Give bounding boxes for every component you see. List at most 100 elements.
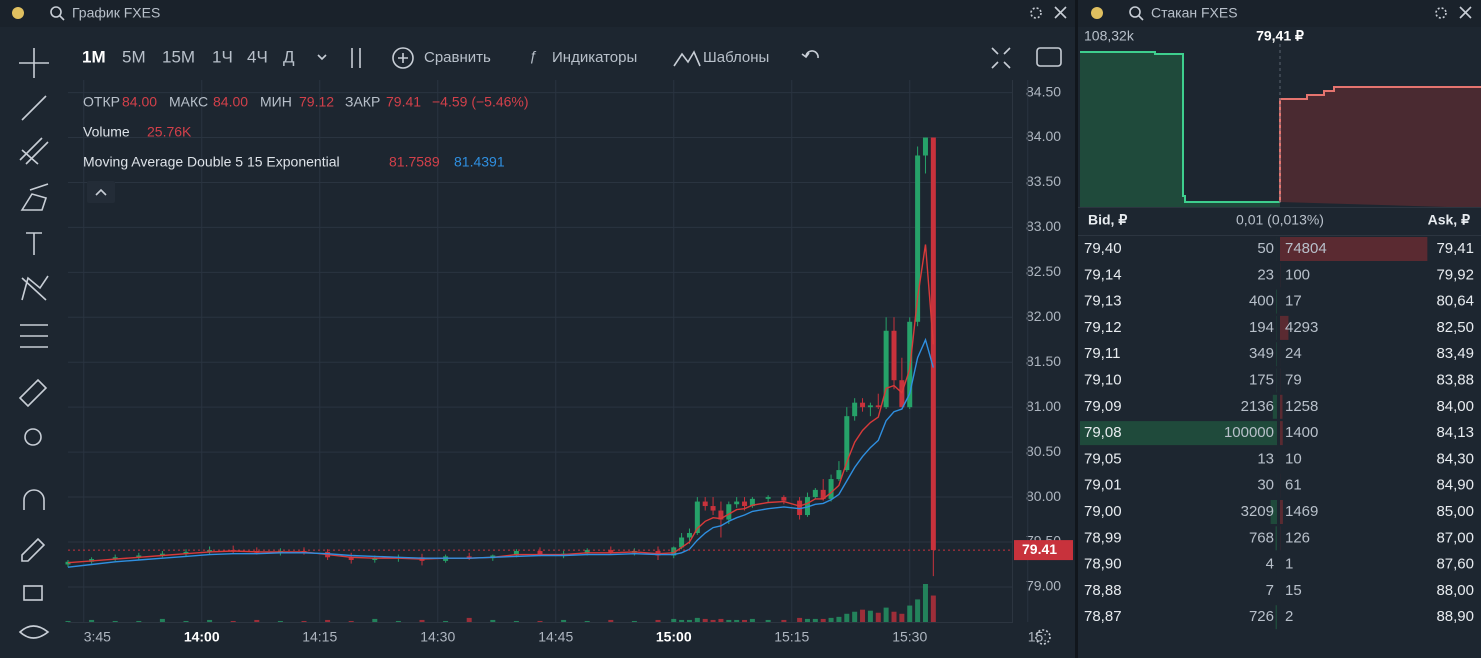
bid-size: 30 [1257, 477, 1274, 494]
toolbar-button[interactable]: Индикаторы [552, 49, 637, 66]
bid-depth-bar [1276, 289, 1277, 314]
dropdown-icon[interactable] [317, 54, 327, 61]
candle-body [726, 504, 732, 520]
volume-bar [419, 619, 425, 622]
close-icon[interactable] [1459, 6, 1472, 19]
legend-value: 25.76K [147, 124, 192, 140]
toolbar-button[interactable]: Сравнить [424, 49, 491, 66]
templates-icon[interactable] [673, 50, 701, 67]
ruler-tool[interactable] [18, 378, 48, 408]
candle-body [348, 557, 354, 560]
volume-bar [655, 619, 661, 622]
candle-body [65, 561, 71, 565]
crosshair-tool[interactable] [19, 48, 49, 78]
collapse-button[interactable] [87, 181, 115, 203]
candle-body [679, 537, 685, 548]
bid-size: 175 [1249, 371, 1274, 388]
volume-bar [207, 619, 213, 622]
pattern-tool[interactable] [21, 275, 49, 301]
link-dot[interactable] [1091, 7, 1103, 19]
depth-bid-area [1080, 52, 1280, 208]
candle-body [159, 553, 165, 556]
compare-icon[interactable] [392, 47, 414, 69]
legend-label: Moving Average Double 5 15 Exponential [83, 154, 340, 170]
volume-bar [325, 619, 331, 622]
volume-bar [466, 617, 472, 622]
lock-tool[interactable] [23, 585, 43, 601]
axis-settings[interactable] [1035, 629, 1051, 645]
line-tool[interactable] [21, 95, 47, 121]
link-dot[interactable] [12, 7, 24, 19]
search-icon[interactable] [1129, 6, 1141, 18]
forecast-tool[interactable] [20, 324, 48, 348]
fx-icon[interactable]: ƒ [529, 48, 537, 64]
zoom-tool[interactable] [24, 428, 42, 446]
screenshot-icon[interactable] [1036, 47, 1062, 67]
magnet-tool[interactable] [23, 489, 45, 510]
timeframe[interactable]: Д [283, 47, 295, 66]
y-tick-label: 80.00 [1026, 488, 1061, 504]
panel-title: Стакан FXES [1151, 5, 1238, 21]
volume-bar [537, 620, 543, 622]
eye-tool[interactable] [18, 625, 50, 639]
ask-price: 85,00 [1436, 503, 1474, 520]
x-tick-label: 15:00 [656, 629, 692, 645]
x-tick-label: 14:45 [538, 629, 573, 645]
ask-depth-bar [1280, 500, 1283, 524]
divider [1078, 235, 1481, 236]
volume-bar [671, 618, 677, 622]
chart-type-icon[interactable] [351, 48, 361, 68]
divider [1078, 207, 1481, 208]
ask-size: 2 [1285, 608, 1293, 625]
ask-size: 1 [1285, 556, 1293, 573]
ask-price: 84,00 [1436, 398, 1474, 415]
volume-bar [930, 595, 936, 622]
legend-value: 84.00 [122, 94, 157, 110]
search-icon[interactable] [50, 6, 62, 18]
brush-tool[interactable] [20, 183, 49, 211]
undo-icon[interactable] [801, 50, 819, 59]
candle-body [694, 501, 700, 534]
ask-header: Ask, ₽ [1428, 212, 1470, 228]
close-icon[interactable] [1054, 6, 1067, 19]
volume-bar [734, 619, 740, 622]
timeframe[interactable]: 1M [82, 47, 106, 66]
candle-body [836, 470, 842, 480]
candle-body [136, 555, 142, 558]
timeframe[interactable]: 4Ч [247, 47, 268, 66]
fib-tool[interactable] [19, 137, 49, 165]
text-tool[interactable] [26, 232, 42, 255]
y-tick-label: 82.00 [1026, 308, 1061, 324]
timeframe[interactable]: 5M [122, 47, 146, 66]
order-book: 79,40 50 74804 79,41 79,14 23 100 79,92 79,13 400… [1080, 237, 1474, 630]
legend-label: ОТКР [83, 94, 120, 110]
x-tick-label: 14:00 [184, 629, 220, 645]
spread: 0,01 (0,013%) [1236, 212, 1324, 228]
chart-panel [0, 0, 1075, 658]
lock-draw-tool[interactable] [21, 537, 46, 562]
candle-body [781, 497, 787, 501]
volume-bar [820, 618, 826, 622]
fullscreen-icon[interactable] [991, 47, 1011, 69]
overlay: 79.41 [67, 244, 1073, 568]
drawing-tools [18, 48, 50, 639]
bid-price: 78,99 [1084, 529, 1122, 546]
legend-label: МАКС [169, 94, 208, 110]
toolbar-button[interactable]: Шаблоны [703, 49, 769, 66]
volume-bar [899, 613, 905, 622]
depth-volume: 108,32k [1084, 28, 1135, 44]
ask-size: 4293 [1285, 319, 1318, 336]
settings-icon[interactable] [1030, 7, 1042, 19]
legend-label: МИН [260, 94, 292, 110]
bid-price: 79,14 [1084, 266, 1122, 283]
timeframe[interactable]: 15M [162, 47, 195, 66]
bid-price: 79,08 [1084, 424, 1122, 441]
candle-body [671, 547, 677, 556]
timeframe[interactable]: 1Ч [212, 47, 233, 66]
volume-bar [561, 619, 567, 622]
bid-price: 79,09 [1084, 398, 1122, 415]
volume-bar [812, 618, 818, 622]
volume [65, 584, 936, 622]
settings-icon[interactable] [1435, 7, 1447, 19]
ask-size: 126 [1285, 529, 1310, 546]
